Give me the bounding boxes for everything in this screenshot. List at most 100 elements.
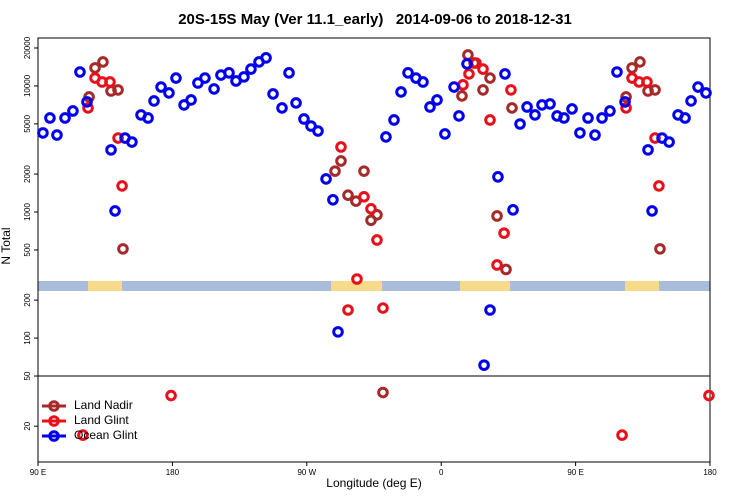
point [506, 102, 518, 114]
y-tick-label: 20000 [23, 36, 32, 59]
point [529, 109, 541, 121]
point [342, 304, 354, 316]
point [112, 132, 124, 144]
point [37, 127, 49, 139]
point [89, 62, 101, 74]
point [653, 180, 665, 192]
y-tick-label: 500 [23, 243, 32, 257]
point [117, 243, 129, 255]
point [620, 91, 632, 103]
point [642, 144, 654, 156]
point [208, 83, 220, 95]
point [283, 67, 295, 79]
point [267, 88, 279, 100]
point [44, 112, 56, 124]
point [155, 81, 167, 93]
point [491, 259, 503, 271]
y-tick-label: 200 [23, 293, 32, 307]
point [112, 84, 124, 96]
surface-strip [38, 281, 710, 291]
point [453, 110, 465, 122]
point [574, 127, 586, 139]
point [620, 102, 632, 114]
point [312, 125, 324, 137]
point [679, 112, 691, 124]
point [626, 62, 638, 74]
point [507, 204, 519, 216]
point [439, 128, 451, 140]
point [327, 193, 339, 206]
point [649, 84, 661, 96]
point [342, 189, 354, 201]
point [388, 114, 400, 126]
point [484, 72, 496, 84]
point [582, 112, 594, 124]
point [126, 136, 138, 148]
legend-label: Ocean Glint [74, 428, 138, 442]
point [417, 76, 429, 88]
point [148, 95, 160, 107]
point [544, 98, 556, 110]
point [245, 63, 257, 75]
point [477, 63, 489, 75]
point [505, 84, 517, 96]
point [484, 304, 496, 316]
legend-marker [48, 400, 60, 412]
land-strip [625, 281, 659, 291]
point [170, 72, 182, 84]
point [185, 94, 197, 106]
point [165, 389, 177, 402]
point [260, 52, 272, 64]
point [685, 95, 697, 107]
point [498, 227, 510, 239]
point [654, 243, 666, 255]
x-tick-label: 90 E [30, 468, 46, 477]
point [499, 68, 511, 80]
point [611, 66, 623, 78]
point [329, 165, 341, 177]
y-tick-label: 20 [23, 421, 32, 430]
land-strip [460, 281, 510, 291]
point [371, 209, 383, 221]
y-tick-label: 50 [23, 371, 32, 380]
point [424, 101, 436, 113]
legend-label: Land Nadir [74, 398, 133, 412]
point [104, 76, 116, 88]
point [619, 96, 631, 108]
point [646, 205, 658, 217]
x-tick-label: 90 E [567, 468, 583, 477]
point [558, 112, 570, 124]
point [402, 67, 414, 79]
x-axis-label: Longitude (deg E) [326, 476, 421, 490]
point [335, 155, 347, 167]
point [448, 81, 460, 93]
y-axis-label: N Total [0, 227, 13, 264]
point [692, 81, 704, 93]
point [500, 263, 512, 276]
point [431, 94, 443, 106]
point [377, 386, 389, 399]
point [77, 429, 89, 441]
point [463, 68, 475, 80]
legend-marker [48, 430, 60, 442]
point [663, 136, 675, 148]
point [298, 113, 310, 125]
point [589, 129, 601, 141]
point [358, 191, 370, 203]
point [596, 112, 608, 124]
x-tick-label: 180 [703, 468, 717, 477]
point [335, 141, 347, 153]
point [332, 326, 344, 338]
legend-label: Land Glint [74, 413, 129, 427]
point [199, 72, 211, 84]
point [649, 132, 661, 144]
y-tick-label: 5000 [23, 114, 32, 132]
point [461, 58, 473, 70]
point [478, 359, 490, 371]
point [276, 102, 288, 114]
point [238, 71, 250, 83]
point [514, 118, 526, 130]
point [492, 171, 504, 183]
